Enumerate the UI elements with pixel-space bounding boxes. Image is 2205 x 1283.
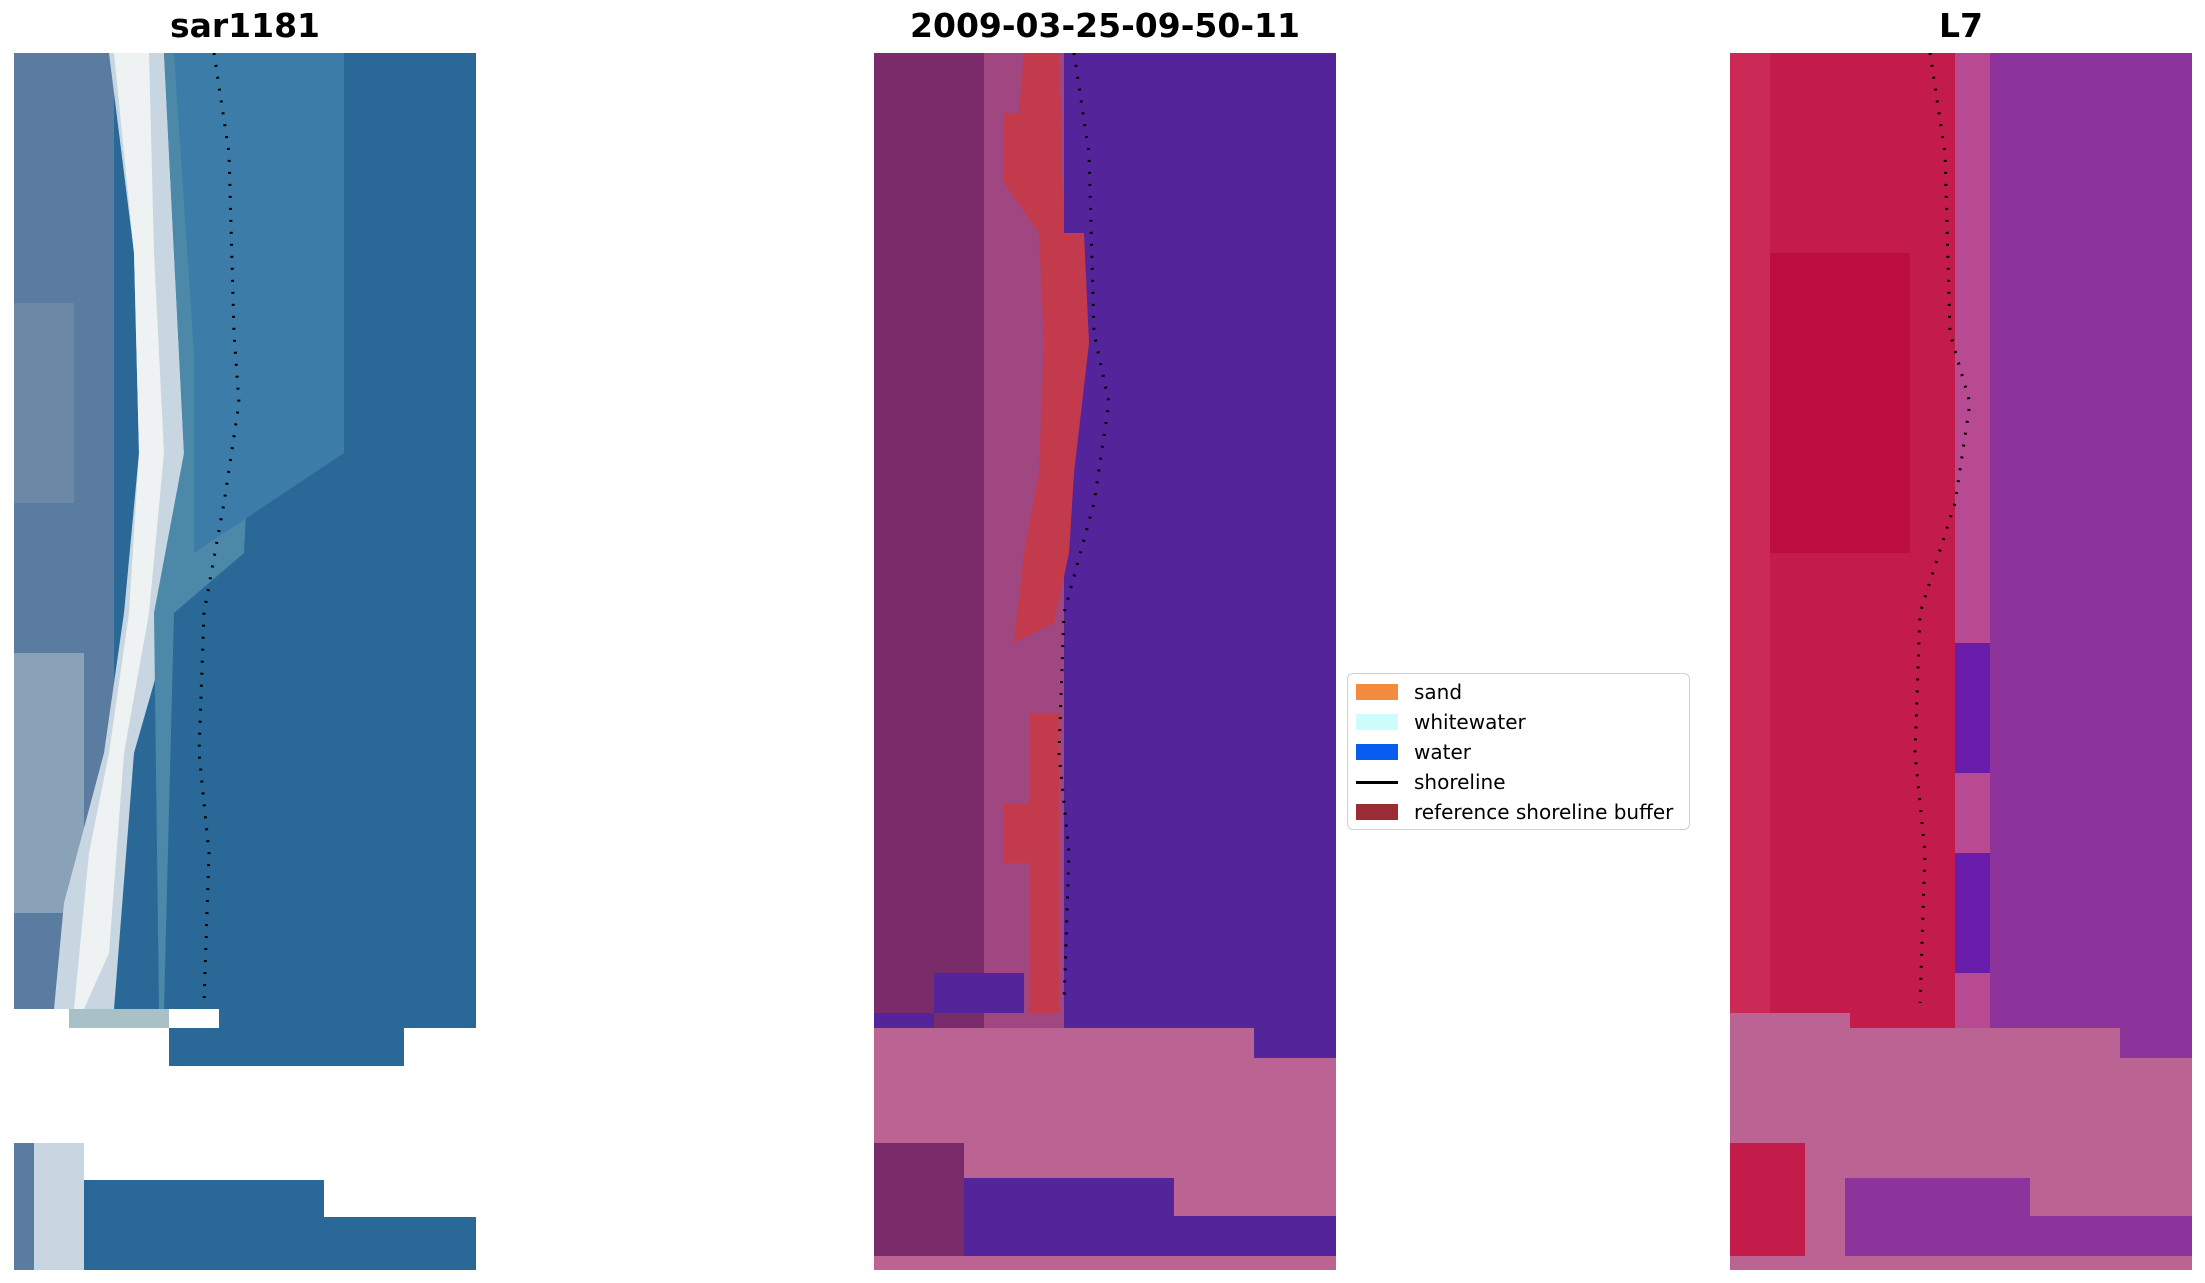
mndwi-image-panel xyxy=(1730,53,2192,1270)
legend: sand whitewater water shoreline referenc… xyxy=(1347,673,1690,830)
legend-label: water xyxy=(1414,740,1471,764)
legend-label: whitewater xyxy=(1414,710,1526,734)
legend-label: reference shoreline buffer xyxy=(1414,800,1674,824)
classified-image-panel xyxy=(874,53,1336,1270)
water-swatch xyxy=(1356,744,1398,760)
legend-item-whitewater: whitewater xyxy=(1348,707,1689,737)
legend-item-shoreline: shoreline xyxy=(1348,767,1689,797)
rgb-image-panel xyxy=(14,53,476,1270)
shoreline-swatch xyxy=(1356,781,1398,784)
legend-item-reference-shoreline-buffer: reference shoreline buffer xyxy=(1348,797,1689,827)
legend-item-water: water xyxy=(1348,737,1689,767)
buffer-swatch xyxy=(1356,804,1398,820)
legend-item-sand: sand xyxy=(1348,677,1689,707)
mndwi-panel-title: L7 xyxy=(1939,6,1983,45)
whitewater-swatch xyxy=(1356,714,1398,730)
rgb-panel-title: sar1181 xyxy=(169,6,321,45)
sand-swatch xyxy=(1356,684,1398,700)
classified-panel-title: 2009-03-25-09-50-11 xyxy=(910,6,1300,45)
legend-label: shoreline xyxy=(1414,770,1506,794)
legend-label: sand xyxy=(1414,680,1463,704)
